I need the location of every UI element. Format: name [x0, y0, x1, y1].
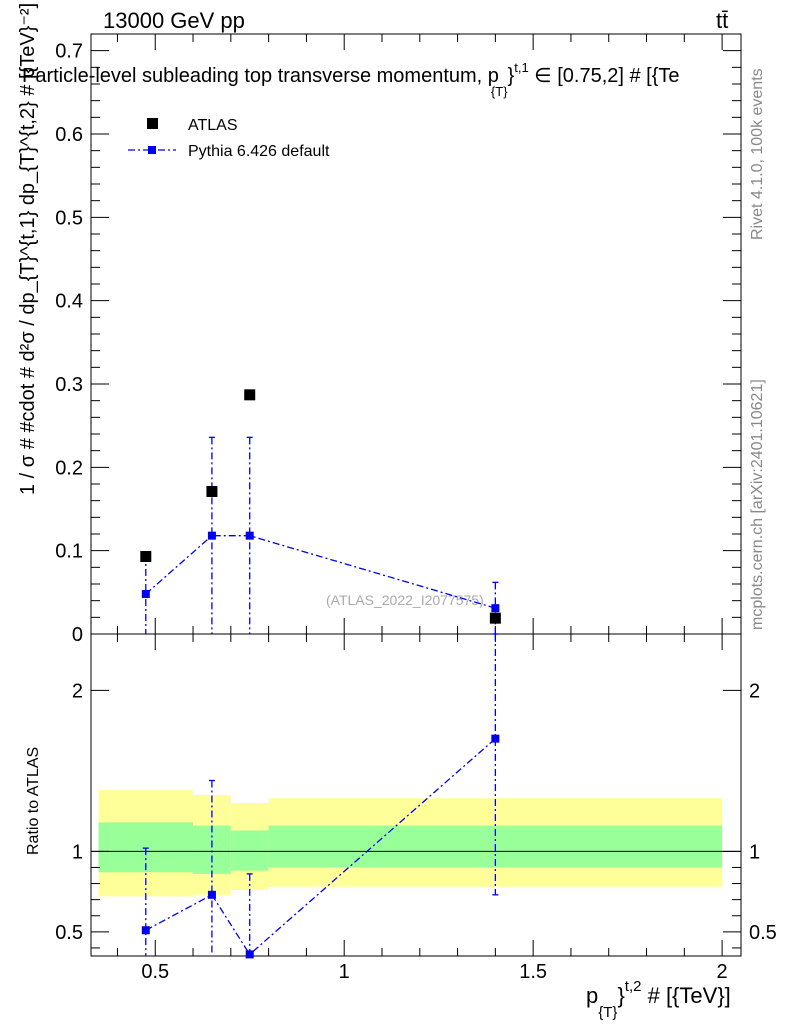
- ratio-band-inner: [230, 830, 269, 871]
- legend: ATLAS Pythia 6.426 default: [128, 117, 330, 160]
- ratio-frame: [90, 633, 742, 957]
- pythia-ratio-point: [245, 950, 254, 959]
- x-tick-label: 1: [339, 961, 350, 983]
- xlabel-tail: # [{TeV}]: [641, 983, 730, 1008]
- main-y-tick-label: 0.1: [55, 541, 83, 563]
- x-tick-label: 0.5: [141, 961, 169, 983]
- pythia-ratio-point: [141, 926, 150, 935]
- xlabel-sup: }: [617, 983, 624, 1008]
- ratio-y-tick-label-right: 2: [749, 680, 760, 702]
- legend-atlas-marker: [147, 118, 158, 129]
- title-sup-t1: t,1: [514, 60, 528, 75]
- x-tick-label: 1.5: [519, 961, 547, 983]
- pythia-ratio-point: [207, 890, 216, 899]
- process-label: tt̄: [716, 8, 728, 33]
- analysis-watermark: (ATLAS_2022_I2077575): [326, 592, 484, 608]
- atlas-point: [206, 486, 218, 497]
- title-tail: ∈ [0.75,2] # [{Te: [529, 65, 680, 87]
- atlas-point: [244, 389, 256, 401]
- main-y-tick-label: 0.3: [55, 374, 83, 396]
- legend-pythia-marker: [148, 146, 156, 154]
- ratio-y-tick-label: 0.5: [55, 922, 83, 944]
- ratio-panel: 0.5 1 1.5 2 0.5 0.5 1 1 2 2: [55, 633, 777, 983]
- mcplots-label: mcplots.cern.ch [arXiv:2401.10621]: [749, 379, 766, 630]
- main-y-tick-label: 0.5: [55, 207, 83, 229]
- title-sub: {T}: [491, 84, 508, 99]
- legend-pythia-label: Pythia 6.426 default: [188, 143, 330, 160]
- title-sup-brace: }: [508, 65, 515, 87]
- beam-label: 13000 GeV pp: [103, 8, 245, 33]
- main-y-tick-label: 0.4: [55, 291, 83, 313]
- main-y-tick-label: 0.7: [55, 41, 83, 63]
- pythia-main-point: [141, 590, 150, 598]
- title-main: Particle-level subleading top transverse…: [22, 65, 499, 87]
- pythia-main-point: [491, 604, 500, 613]
- atlas-point: [140, 551, 152, 562]
- rivet-label: Rivet 4.1.0, 100k events: [749, 68, 766, 240]
- atlas-point: [489, 612, 501, 624]
- x-axis-label: p{T}}t,2 # [{TeV}]: [586, 978, 731, 1021]
- pythia-main-point: [245, 531, 254, 540]
- ratio-y-tick-label-right: 1: [749, 841, 760, 863]
- main-y-tick-label: 0.2: [55, 457, 83, 479]
- ratio-y-tick-label: 1: [72, 841, 83, 863]
- x-tick-label: 2: [717, 961, 728, 983]
- pythia-main-point: [207, 531, 216, 540]
- main-panel: 0 0.1 0.2 0.3 0.4 0.5 0.6 0.7: [55, 33, 742, 646]
- pythia-ratio-line: [145, 738, 496, 956]
- main-y-tick-label: 0: [72, 624, 83, 646]
- plot-title: Particle-level subleading top transverse…: [22, 60, 680, 99]
- pythia-main-line: [145, 535, 496, 609]
- xlabel-sub: {T}: [598, 1004, 617, 1021]
- ratio-y-tick-label-right: 0.5: [749, 922, 777, 944]
- ratio-ylabel: Ratio to ATLAS: [25, 747, 42, 855]
- legend-atlas-label: ATLAS: [188, 117, 238, 134]
- xlabel-sup2: t,2: [625, 978, 642, 995]
- main-ylabel: 1 / σ # #cdot # d²σ / dp_{T}^{t,1} dp_{T…: [17, 3, 39, 495]
- xlabel-p: p: [586, 983, 598, 1008]
- pythia-ratio-point: [491, 734, 500, 743]
- ratio-y-tick-label: 2: [72, 680, 83, 702]
- main-y-tick-label: 0.6: [55, 124, 83, 146]
